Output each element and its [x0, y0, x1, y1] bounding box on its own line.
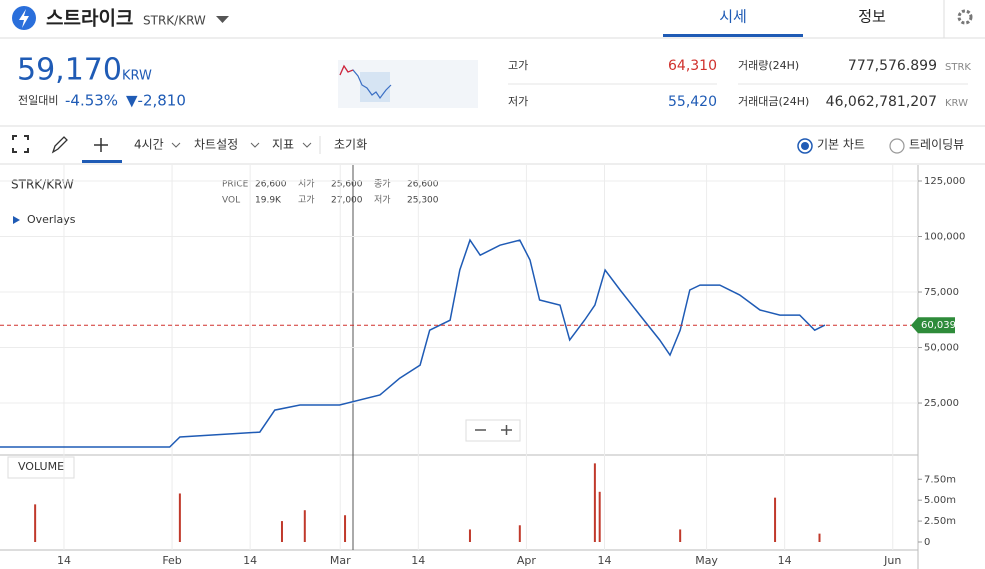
price-unit: KRW [122, 69, 152, 84]
x-tick-label: 14 [597, 554, 611, 567]
x-tick-label: Mar [330, 554, 351, 567]
info-value: 26,600 [407, 180, 439, 190]
dropdown[interactable] [216, 16, 229, 23]
tool-underline [82, 160, 122, 163]
y-tick-label: 125,000 [924, 176, 965, 187]
radio-off[interactable] [889, 138, 905, 154]
stat-unit: KRW [945, 98, 968, 109]
overlays[interactable]: Overlays [27, 213, 76, 226]
radio-on[interactable] [797, 138, 813, 154]
tab[interactable]: 정보 [858, 8, 886, 26]
draw-tool[interactable] [51, 136, 68, 154]
stat-value: 55,420 [668, 94, 717, 110]
zoom-buttons[interactable] [475, 425, 512, 435]
overlay-toggle[interactable] [13, 216, 20, 224]
price: 59,170 [17, 53, 122, 88]
y-tick-label: 2.50m [924, 516, 956, 527]
info-value: 25,300 [407, 196, 439, 206]
chart-symbol: STRK/KRW [11, 178, 74, 192]
current-price-label: 60,039 [921, 320, 956, 331]
stat-value: 46,062,781,207 [826, 94, 937, 110]
volume-bar [598, 491, 601, 542]
coin-symbol: STRK/KRW [143, 14, 206, 28]
x-tick-label: Feb [162, 554, 181, 567]
volume-bar [468, 529, 471, 542]
menu[interactable]: 4시간 [134, 138, 164, 152]
settings[interactable] [957, 9, 973, 25]
change-label: 전일대비 [18, 93, 58, 107]
y-tick-label: 75,000 [924, 287, 959, 298]
x-tick-label: May [695, 554, 718, 567]
mini-line [339, 64, 354, 76]
x-tick-label: 14 [411, 554, 425, 567]
stat-label: 저가 [508, 95, 528, 108]
volume-box [7, 456, 75, 479]
mini-chart [338, 60, 478, 108]
volume-bar [593, 463, 596, 542]
x-tick-label: 14 [57, 554, 71, 567]
view-option[interactable]: 트레이딩뷰 [909, 138, 964, 152]
stat-label: 고가 [508, 59, 528, 72]
stat-unit: STRK [945, 62, 971, 73]
y-tick-label: 0 [924, 537, 930, 548]
info-label: 종가 [374, 179, 391, 190]
current-price-box [911, 317, 955, 334]
y-tick-label: 50,000 [924, 343, 959, 354]
menu[interactable]: 차트설정 [194, 138, 238, 152]
volume-bar [280, 521, 283, 542]
info-label: 시가 [298, 179, 315, 190]
volume-title: VOLUME [18, 460, 64, 473]
y-tick-label: 7.50m [924, 474, 956, 485]
menu[interactable]: 지표 [272, 138, 294, 152]
info-value: 25,600 [331, 180, 363, 190]
info-value: 27,000 [331, 196, 363, 206]
volume-bar [774, 497, 777, 542]
x-tick-label: Apr [517, 554, 537, 567]
volume-bar [679, 529, 682, 542]
info-label: PRICE [222, 180, 249, 190]
fullscreen[interactable] [12, 135, 29, 153]
chevrons [171, 142, 312, 148]
change-amount: ▼-2,810 [126, 92, 186, 110]
volume-bar [303, 510, 306, 542]
x-tick-label: Jun [883, 554, 901, 567]
volume-bar [818, 533, 821, 542]
volume-bar [518, 525, 521, 542]
radio-dot [801, 142, 809, 150]
y-tick-label: 25,000 [924, 398, 959, 409]
volume-bar [178, 493, 181, 542]
x-tick-label: 14 [243, 554, 257, 567]
bolt [19, 9, 29, 28]
info-label: 고가 [298, 195, 315, 206]
coin-name: 스트라이크 [46, 8, 133, 30]
view-option[interactable]: 기본 차트 [817, 138, 865, 152]
x-tick-label: 14 [778, 554, 792, 567]
crosshair-tool[interactable] [94, 138, 108, 152]
stat-label: 거래대금(24H) [738, 95, 809, 108]
stat-value: 777,576.899 [848, 58, 937, 74]
info-label: 저가 [374, 195, 391, 206]
price-line [0, 238, 826, 448]
info-value: 19.9K [255, 196, 282, 206]
tab-underline [663, 34, 803, 37]
volume-bar [344, 515, 347, 542]
info-value: 26,600 [255, 180, 287, 190]
reset[interactable]: 초기화 [334, 138, 367, 152]
y-tick-label: 5.00m [924, 495, 956, 506]
volume-bar [34, 504, 37, 542]
stat-label: 거래량(24H) [738, 59, 799, 72]
tab[interactable]: 시세 [719, 8, 747, 26]
stat-value: 64,310 [668, 58, 717, 74]
info-label: VOL [222, 196, 240, 206]
y-tick-label: 100,000 [924, 232, 965, 243]
change-rate: -4.53% [65, 92, 118, 110]
